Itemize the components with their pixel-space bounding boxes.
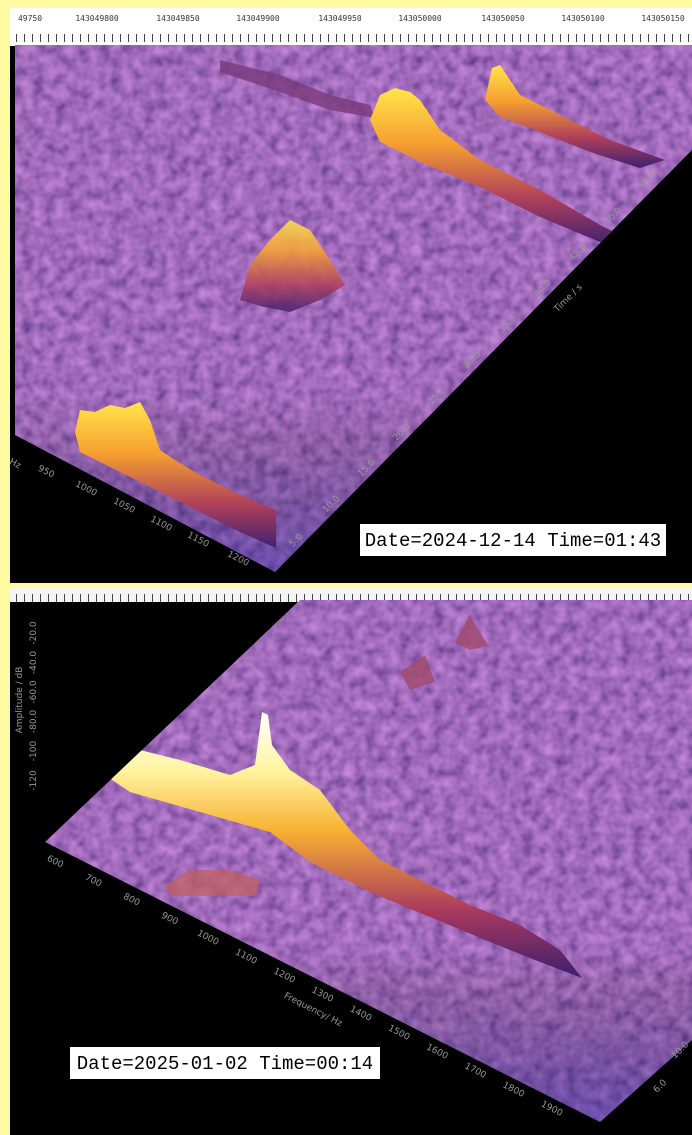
ruler-label: 143050050 <box>481 14 525 23</box>
ruler-label: 49750 <box>18 14 42 23</box>
signal-peak <box>90 712 582 978</box>
signal-ridge <box>220 60 375 118</box>
signal-peak <box>240 220 345 312</box>
signal-peak <box>75 402 276 548</box>
amplitude-label: -100 <box>29 741 39 762</box>
ruler-label: 143049800 <box>75 14 119 23</box>
timestamp-box <box>70 1047 380 1079</box>
ruler-label: 143049900 <box>236 14 280 23</box>
amplitude-label: -60.0 <box>29 680 39 704</box>
signal-peak <box>165 870 260 896</box>
signal-peak <box>485 65 665 168</box>
timestamp-box <box>360 524 666 556</box>
signal-peak <box>370 88 640 245</box>
timestamp: Date=2024-12-14 Time=01:43 <box>365 530 661 552</box>
ruler-label: 143049950 <box>318 14 362 23</box>
amplitude-label: -120 <box>29 770 39 791</box>
signal-peak <box>400 655 435 690</box>
amplitude-label: -80.0 <box>29 710 39 734</box>
timestamp: Date=2025-01-02 Time=00:14 <box>77 1053 373 1075</box>
ruler-label: 143049850 <box>156 14 200 23</box>
amplitude-label: -20.0 <box>29 621 39 645</box>
ruler-label: 143050150 <box>641 14 685 23</box>
signal-peak <box>455 615 488 650</box>
amplitude-label: -40.0 <box>29 651 39 675</box>
amplitude-axis-label: Amplitude / dB <box>15 667 25 734</box>
frequency-label: Hz <box>8 457 23 471</box>
ruler-ticks <box>10 588 692 602</box>
ruler-ticks <box>10 32 692 46</box>
ruler-label: 143050000 <box>398 14 442 23</box>
ruler-label: 143050100 <box>561 14 605 23</box>
